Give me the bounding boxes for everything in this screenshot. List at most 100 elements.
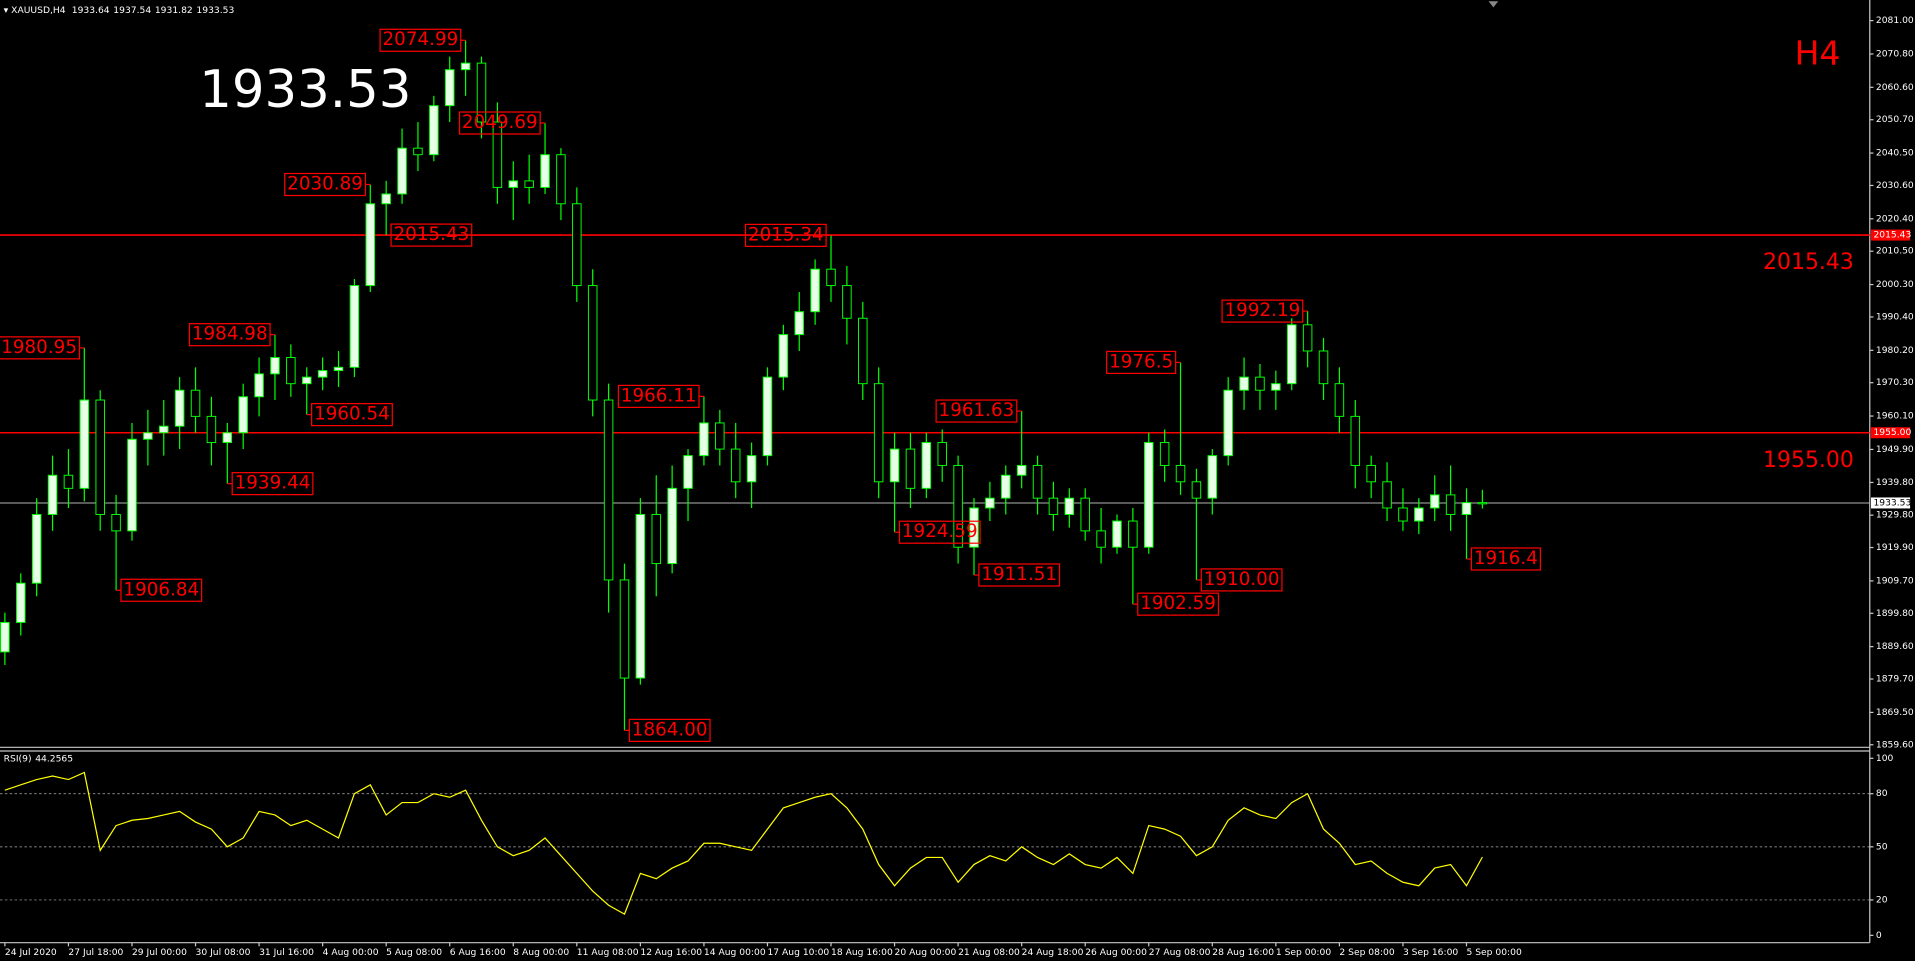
candle-body: [1096, 530, 1106, 548]
candle-body: [794, 311, 805, 336]
low-value: 1931.82: [155, 4, 193, 15]
x-tick-label: 12 Aug 16:00: [640, 947, 702, 958]
price-annotation: 1980.95: [1, 337, 77, 358]
y-tick-label: 1859.60: [1876, 739, 1914, 750]
candle-body: [413, 147, 423, 156]
price-annotation: 2015.43: [394, 224, 470, 245]
x-tick-label: 1 Sep 00:00: [1276, 947, 1331, 958]
rsi-line: [4, 771, 1483, 915]
price-annotation: 1910.00: [1204, 569, 1280, 590]
candle-body: [810, 268, 820, 313]
x-tick-label: 8 Aug 00:00: [513, 947, 569, 958]
candle-body: [683, 455, 693, 489]
x-tick-label: 24 Aug 18:00: [1022, 947, 1084, 958]
candle-body: [1159, 442, 1170, 466]
candle-body: [1001, 474, 1011, 499]
candle-body: [1143, 442, 1154, 548]
candle-body: [715, 422, 725, 450]
price-annotation: 1906.84: [123, 579, 199, 600]
candle-body: [460, 62, 471, 71]
candle-body: [317, 370, 328, 378]
candle-body: [158, 425, 169, 434]
annotation-box: [0, 336, 81, 360]
candle-body: [858, 317, 868, 385]
rsi-name: RSI(9): [4, 753, 32, 764]
candle-body: [1191, 481, 1202, 499]
price-annotation: 1911.51: [981, 564, 1057, 585]
price-annotation: 1902.59: [1140, 593, 1216, 614]
y-tick-label: 2040.50: [1876, 148, 1914, 159]
candle-body: [921, 442, 932, 489]
y-tick-label: 2000.30: [1876, 279, 1914, 290]
price-annotation: 1976.5: [1109, 351, 1173, 372]
candle-body: [572, 203, 582, 287]
rsi-tick-label: 20: [1876, 894, 1888, 905]
y-tick-label: 1990.40: [1876, 311, 1914, 322]
candle-body: [47, 474, 58, 515]
level-axis-label: 2015.43: [1873, 230, 1911, 241]
candle-body: [730, 448, 741, 483]
candle-body: [746, 455, 757, 483]
candle-body: [508, 180, 519, 188]
candle-body: [1080, 497, 1090, 532]
level-label: 2015.43: [1763, 250, 1854, 275]
y-tick-label: 2010.50: [1876, 246, 1914, 257]
price-annotation: 1992.19: [1225, 300, 1301, 321]
candle-body: [222, 432, 233, 444]
rsi-tick-label: 100: [1876, 753, 1894, 764]
candle-body: [667, 487, 677, 565]
close-value: 1933.53: [196, 4, 234, 15]
candle-body: [603, 399, 614, 581]
y-tick-label: 1899.80: [1876, 608, 1914, 619]
price-annotation: 1966.11: [621, 385, 697, 406]
price-annotation: 1939.44: [235, 473, 311, 494]
candle-body: [969, 507, 979, 548]
candle-body: [349, 285, 360, 368]
y-tick-label: 2050.70: [1876, 114, 1914, 125]
candle-body: [1414, 507, 1424, 522]
candle-body: [1334, 383, 1345, 417]
y-tick-label: 2081.00: [1876, 15, 1914, 26]
x-tick-label: 27 Aug 08:00: [1149, 947, 1211, 958]
x-tick-label: 17 Aug 10:00: [767, 947, 829, 958]
candle-body: [79, 399, 90, 489]
candle-body: [1032, 464, 1043, 499]
high-value: 1937.54: [113, 4, 151, 15]
rsi-value: 44.2565: [35, 753, 73, 764]
x-tick-label: 18 Aug 16:00: [831, 947, 893, 958]
candle-body: [174, 389, 185, 427]
candle-body: [524, 180, 534, 188]
y-tick-label: 1970.30: [1876, 377, 1914, 388]
price-annotation: 2049.69: [462, 112, 538, 133]
price-annotation: 1961.63: [939, 400, 1015, 421]
x-tick-label: 24 Jul 2020: [5, 947, 57, 958]
rsi-tick-label: 0: [1876, 930, 1882, 941]
y-tick-label: 1949.90: [1876, 444, 1914, 455]
y-tick-label: 1939.80: [1876, 477, 1914, 488]
candle-body: [95, 399, 105, 515]
candle-body: [429, 105, 439, 156]
x-tick-label: 5 Aug 08:00: [386, 947, 442, 958]
x-tick-label: 2 Sep 08:00: [1339, 947, 1394, 958]
y-tick-label: 2020.40: [1876, 213, 1914, 224]
y-tick-label: 1869.50: [1876, 707, 1914, 718]
x-tick-label: 31 Jul 16:00: [259, 947, 314, 958]
candle-body: [778, 334, 789, 378]
x-tick-label: 26 Aug 00:00: [1085, 947, 1147, 958]
y-tick-label: 2030.60: [1876, 180, 1914, 191]
current-price-large: 1933.53: [199, 60, 411, 120]
rsi-tick-label: 80: [1876, 788, 1888, 799]
x-tick-label: 14 Aug 00:00: [704, 947, 766, 958]
candle-body: [619, 579, 630, 679]
candle-body: [1175, 464, 1186, 483]
candle-body: [492, 121, 503, 188]
candle-body: [31, 514, 42, 584]
candle-body: [127, 438, 137, 532]
price-annotation: 1984.98: [192, 324, 268, 345]
candle-body: [1207, 455, 1218, 499]
candle-body: [190, 389, 201, 417]
candle-body: [1477, 502, 1488, 505]
candle-body: [1445, 494, 1456, 515]
level-axis-box: [1871, 229, 1911, 241]
